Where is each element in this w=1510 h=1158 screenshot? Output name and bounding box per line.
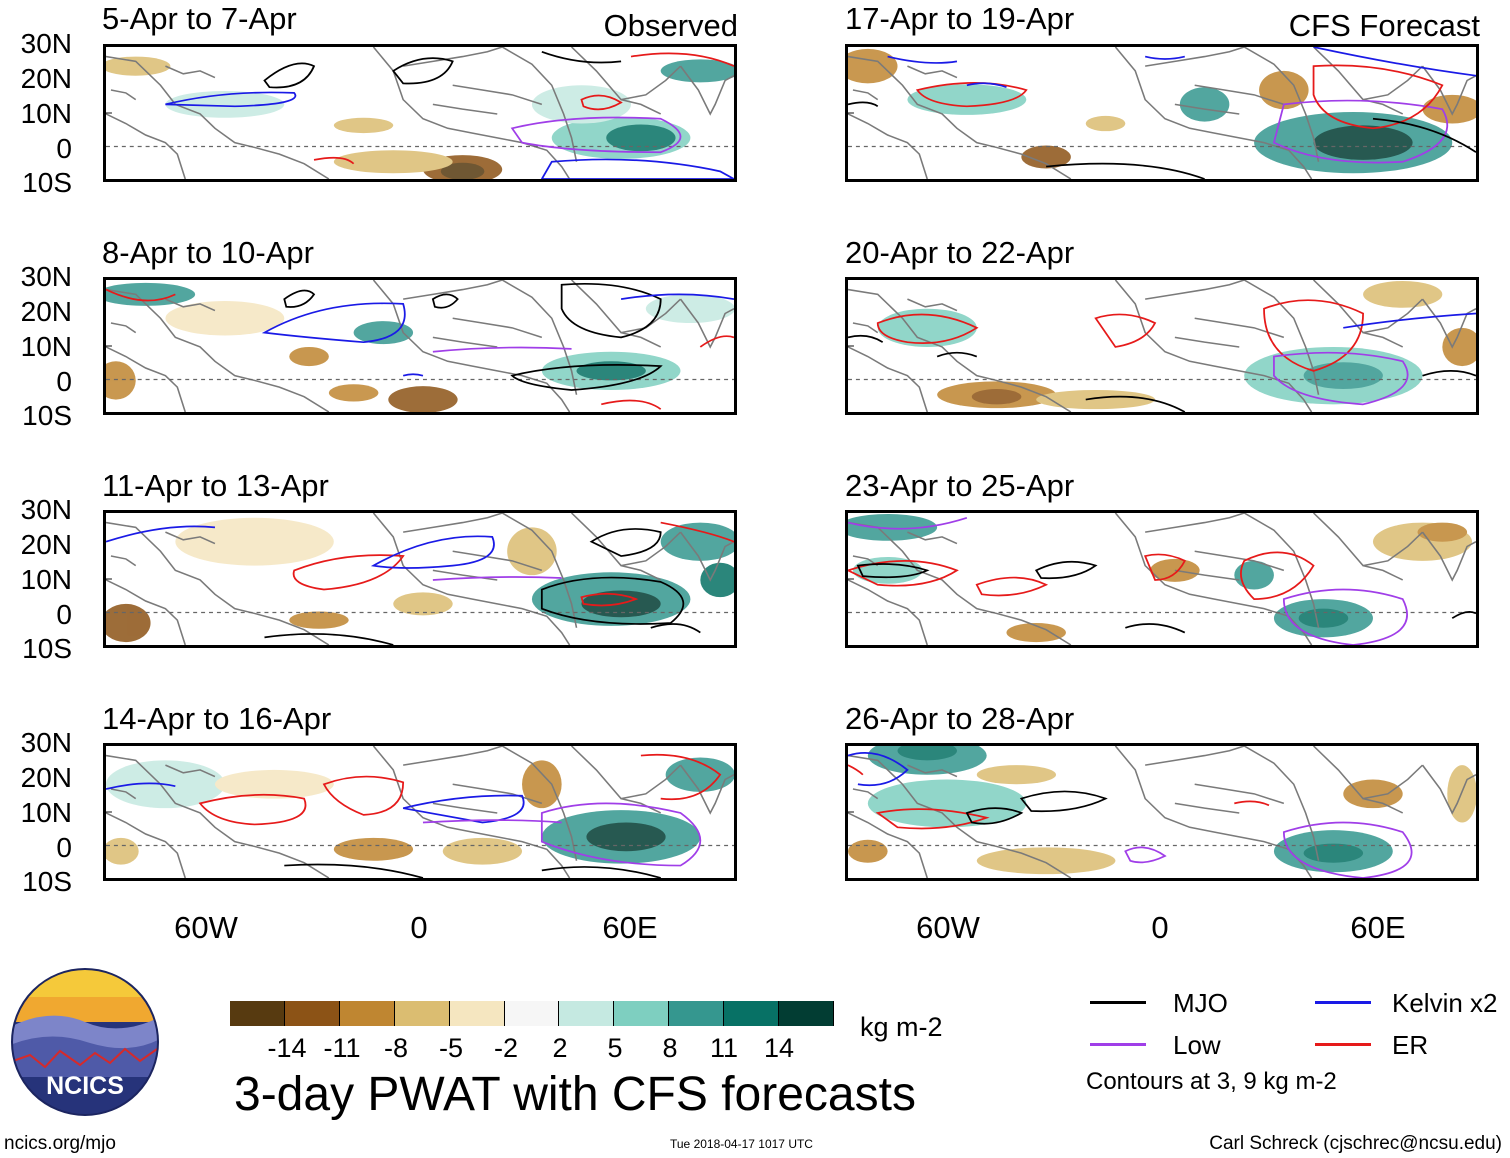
legend-note: Contours at 3, 9 kg m-2 <box>1086 1068 1337 1095</box>
colorbar-swatch <box>669 1001 725 1026</box>
lon-label: 0 <box>1151 910 1169 945</box>
panel-title: 26-Apr to 28-Apr <box>845 701 1075 736</box>
colorbar-swatch <box>230 1001 285 1026</box>
colorbar-swatch <box>614 1001 670 1026</box>
colorbar-swatch <box>724 1001 780 1026</box>
legend-line-low <box>1090 1043 1146 1046</box>
lat-label: 20N <box>20 762 72 793</box>
legend-line-kelvin <box>1315 1001 1371 1004</box>
lat-label: 30N <box>20 261 72 292</box>
lon-label: 60E <box>1350 910 1406 945</box>
lat-label: 10S <box>22 633 72 664</box>
lat-label: 20N <box>20 529 72 560</box>
footer-timestamp: Tue 2018-04-17 1017 UTC <box>670 1137 813 1151</box>
forecast-header: CFS Forecast <box>1288 8 1480 43</box>
lat-label: 30N <box>20 727 72 758</box>
colorbar-tick: -2 <box>493 1033 518 1063</box>
colorbar-swatch <box>339 1001 395 1026</box>
lon-label: 60W <box>916 910 980 945</box>
colorbar-swatch <box>284 1001 340 1026</box>
lon-label: 60E <box>602 910 658 945</box>
panel-title: 8-Apr to 10-Apr <box>102 235 314 270</box>
lon-label: 0 <box>410 910 428 945</box>
map-panel <box>845 44 1479 182</box>
colorbar-swatch <box>559 1001 615 1026</box>
colorbar-tick: -8 <box>383 1033 408 1063</box>
legend-label: Low <box>1173 1030 1221 1060</box>
map-panel <box>845 510 1479 648</box>
map-panel <box>103 277 737 415</box>
lat-label: 10S <box>22 400 72 431</box>
panel-title: 17-Apr to 19-Apr <box>845 1 1075 36</box>
lat-label: 0 <box>56 832 72 863</box>
colorbar-tick: -14 <box>267 1033 307 1063</box>
ncics-logo: NCICS <box>10 967 160 1117</box>
map-panel <box>845 743 1479 881</box>
colorbar-swatch <box>779 1001 834 1026</box>
map-panel <box>845 277 1479 415</box>
lat-label: 20N <box>20 63 72 94</box>
map-panel <box>103 743 737 881</box>
legend-label: MJO <box>1173 988 1228 1018</box>
panel-title: 23-Apr to 25-Apr <box>845 468 1075 503</box>
legend-line-er <box>1315 1043 1371 1046</box>
colorbar-swatch <box>449 1001 505 1026</box>
map-panel <box>103 510 737 648</box>
lat-label: 30N <box>20 28 72 59</box>
legend-line-mjo <box>1090 1001 1146 1004</box>
panel-title: 20-Apr to 22-Apr <box>845 235 1075 270</box>
colorbar-tick: 5 <box>607 1033 623 1063</box>
lat-label: 20N <box>20 296 72 327</box>
lat-label: 10N <box>20 564 72 595</box>
map-panel <box>103 44 737 182</box>
observed-header: Observed <box>603 8 738 43</box>
legend-label: ER <box>1392 1030 1429 1060</box>
colorbar-swatch <box>394 1001 450 1026</box>
lat-label: 0 <box>56 366 72 397</box>
colorbar-tick: 14 <box>763 1033 795 1063</box>
lat-label: 0 <box>56 133 72 164</box>
lat-label: 10N <box>20 797 72 828</box>
colorbar-tick: -11 <box>323 1033 361 1063</box>
lon-label: 60W <box>174 910 238 945</box>
page-title: 3-day PWAT with CFS forecasts <box>234 1068 916 1121</box>
colorbar-tick: -5 <box>438 1033 463 1063</box>
lat-label: 10N <box>20 98 72 129</box>
lat-label: 10S <box>22 866 72 897</box>
colorbar-tick: 11 <box>709 1033 739 1063</box>
colorbar-tick: 8 <box>662 1033 678 1063</box>
lat-label: 10N <box>20 331 72 362</box>
legend-label: Kelvin x2 <box>1392 988 1498 1018</box>
logo-text: NCICS <box>46 1072 124 1100</box>
colorbar-unit: kg m-2 <box>860 1012 943 1042</box>
colorbar-swatch <box>504 1001 560 1026</box>
colorbar-tick: 2 <box>552 1033 568 1063</box>
footer-link[interactable]: ncics.org/mjo <box>4 1133 116 1154</box>
panel-title: 11-Apr to 13-Apr <box>102 468 329 503</box>
panel-title: 14-Apr to 16-Apr <box>102 701 332 736</box>
lat-label: 10S <box>22 167 72 198</box>
footer-author: Carl Schreck (cjschrec@ncsu.edu) <box>1209 1133 1502 1154</box>
lat-label: 30N <box>20 494 72 525</box>
panel-title: 5-Apr to 7-Apr <box>102 1 297 36</box>
lat-label: 0 <box>56 599 72 630</box>
